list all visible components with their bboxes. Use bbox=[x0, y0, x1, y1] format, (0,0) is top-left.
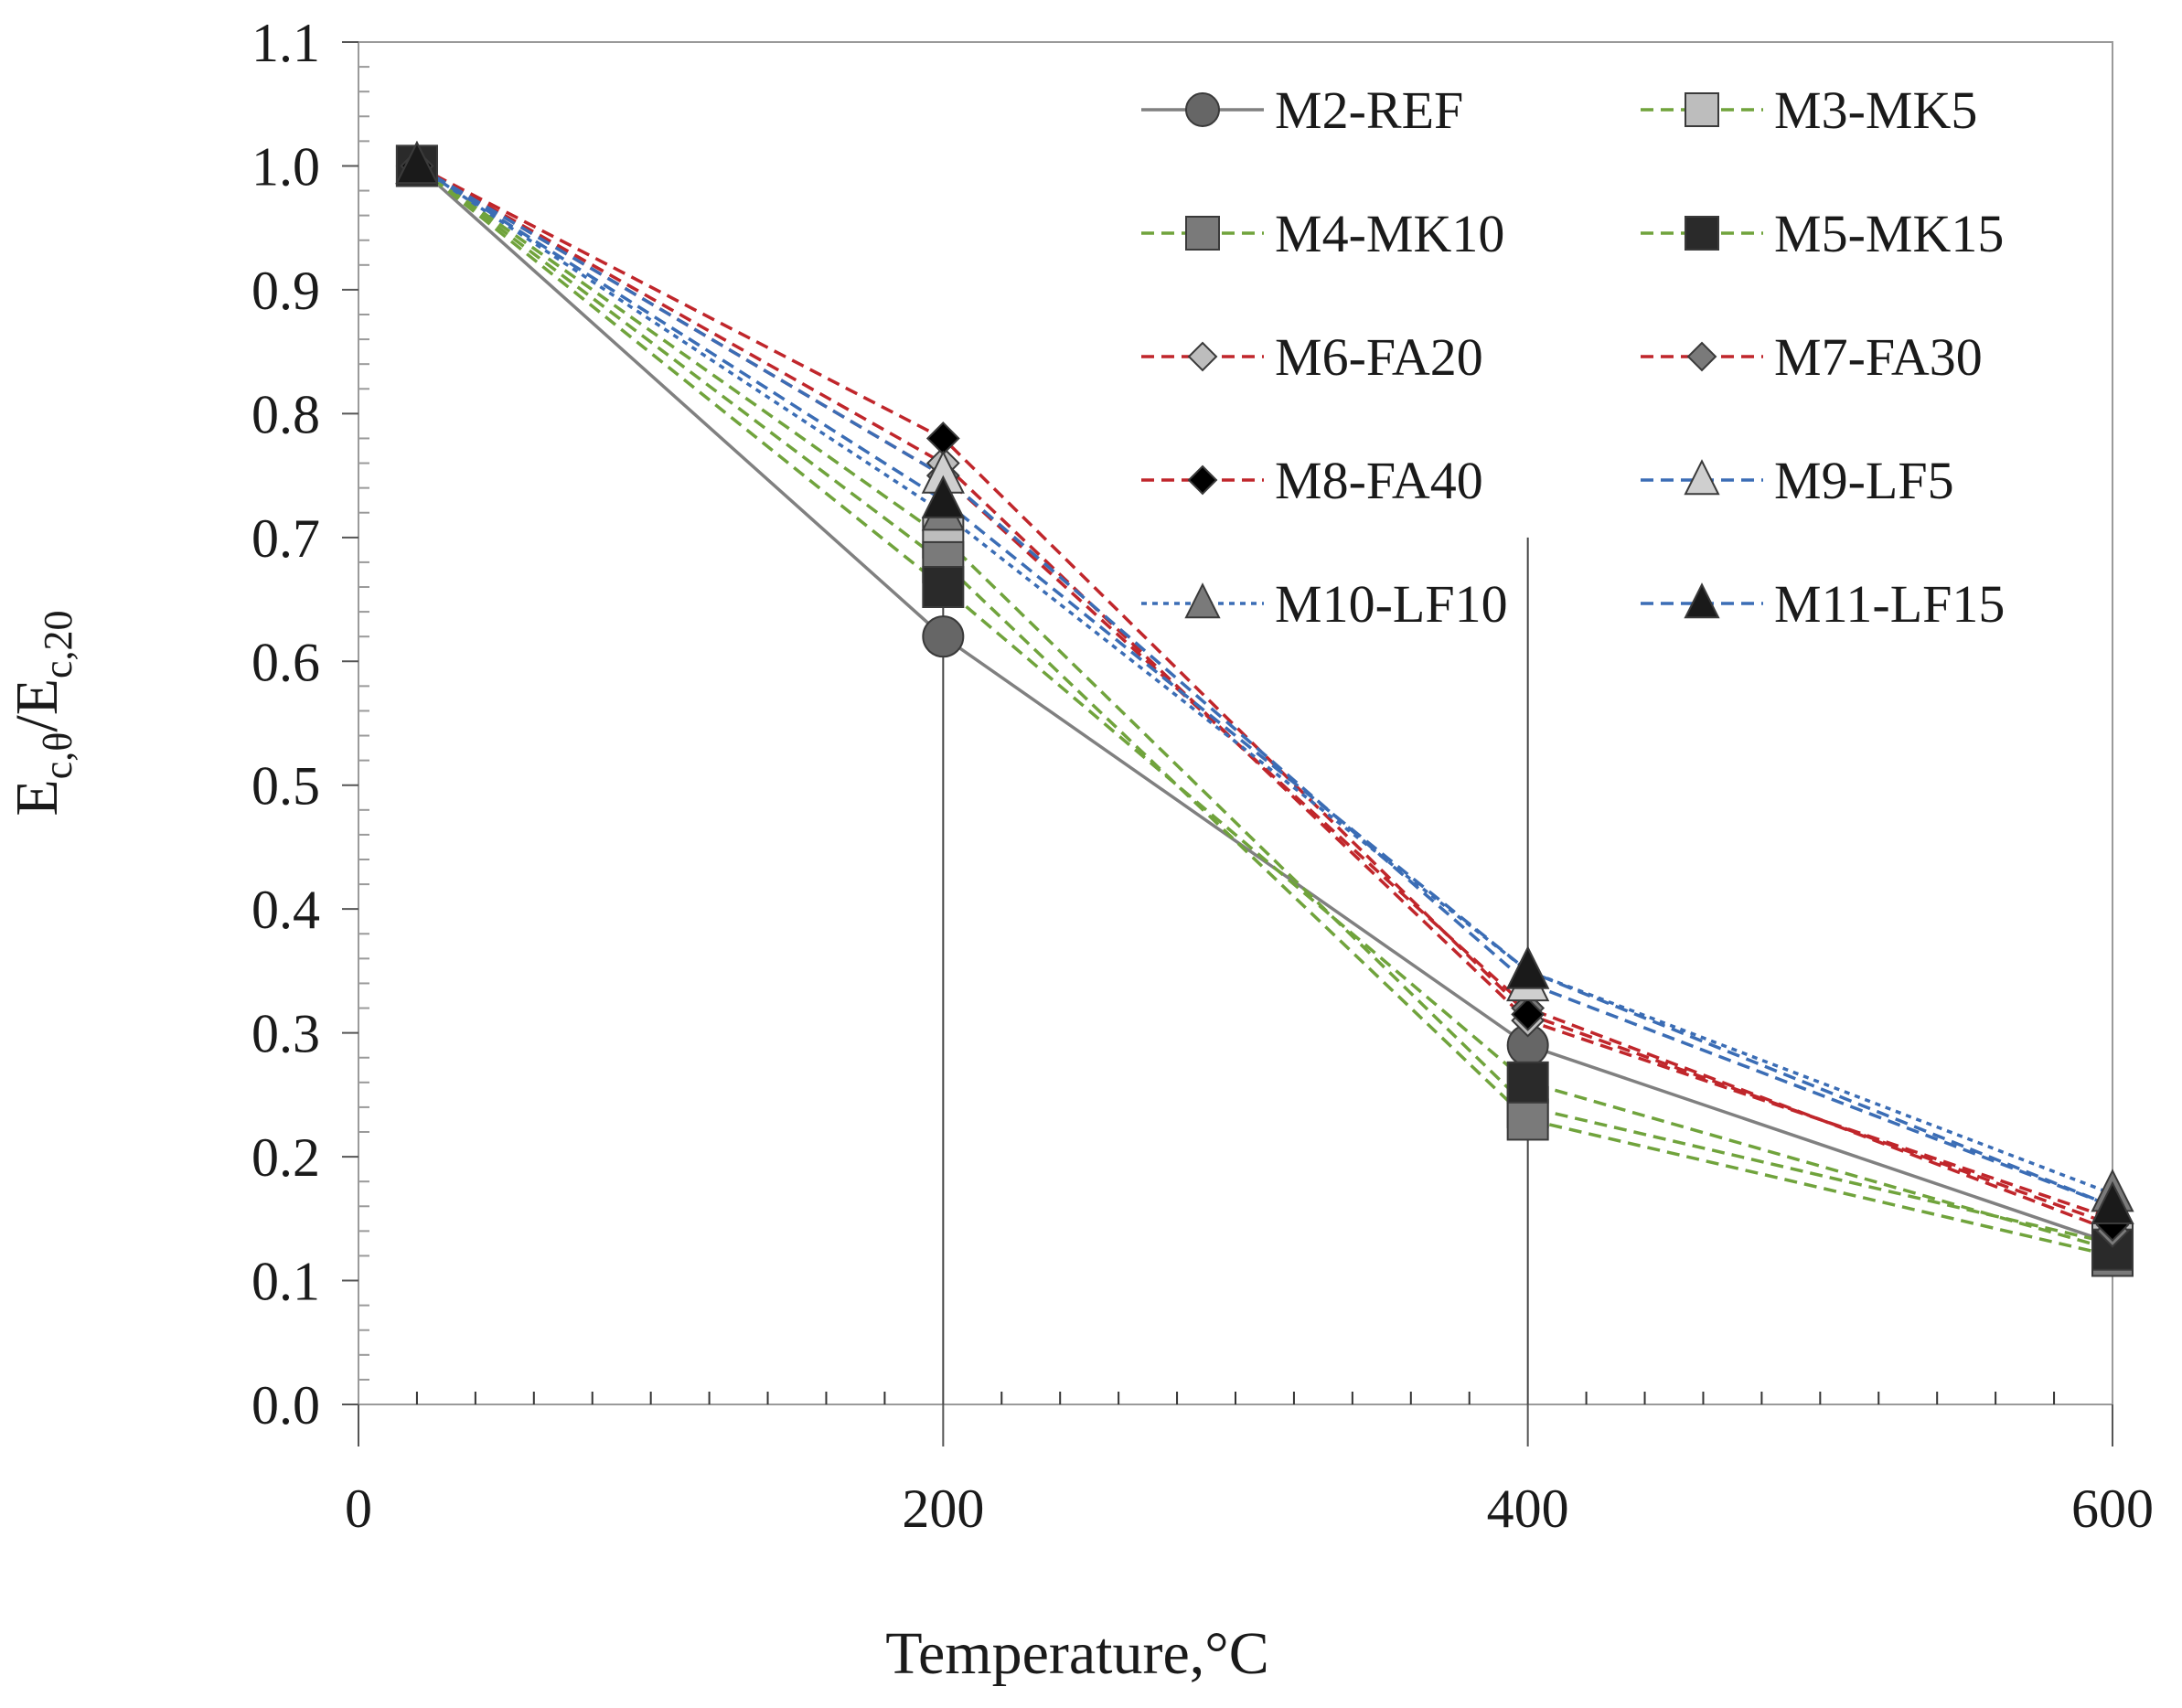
y-tick-label: 1.0 bbox=[251, 136, 320, 197]
y-tick-label: 0.4 bbox=[251, 880, 320, 940]
data-point bbox=[395, 140, 439, 185]
data-point bbox=[1506, 945, 1550, 989]
legend-marker bbox=[1187, 341, 1218, 372]
legend-label: M6-FA20 bbox=[1275, 327, 1483, 387]
series-line bbox=[415, 165, 2113, 1245]
legend-label: M2-REF bbox=[1275, 80, 1463, 140]
series-line bbox=[415, 165, 2113, 1258]
y-tick-label: 0.6 bbox=[251, 632, 320, 692]
series-line bbox=[415, 165, 2113, 1245]
data-point bbox=[2091, 1180, 2134, 1224]
x-tick-label: 200 bbox=[902, 1478, 984, 1539]
data-point bbox=[922, 615, 965, 658]
series-m4-mk10 bbox=[415, 165, 2113, 1258]
series-line bbox=[415, 164, 2113, 1196]
chart-legend: M2-REF M3-MK5 M4-MK10 M5-MK15 M6-FA20 M7-FA30… bbox=[1141, 80, 2005, 634]
legend-item: M11-LF15 bbox=[1641, 574, 2005, 634]
y-tick-label: 0.9 bbox=[251, 261, 320, 321]
legend-marker bbox=[1185, 92, 1220, 127]
legend-marker bbox=[1685, 216, 1719, 251]
y-tick-label: 1.1 bbox=[251, 13, 320, 73]
data-point bbox=[922, 566, 965, 608]
series-markers-m11-lf15 bbox=[395, 140, 2134, 1224]
legend-label: M3-MK5 bbox=[1774, 80, 1977, 140]
y-axis-title: Ec,θ/Ec,20 bbox=[4, 610, 80, 816]
legend-marker bbox=[1184, 582, 1221, 619]
series-m9-lf5 bbox=[416, 164, 2113, 1208]
legend-label: M7-FA30 bbox=[1774, 327, 1983, 387]
series-m3-mk5 bbox=[415, 165, 2113, 1245]
y-axis-title-sep: /E bbox=[4, 678, 70, 732]
data-point bbox=[1506, 1098, 1549, 1141]
legend-item: M8-FA40 bbox=[1141, 451, 1483, 510]
series-line bbox=[415, 165, 2113, 1252]
x-tick-label: 600 bbox=[2071, 1478, 2154, 1539]
legend-label: M4-MK10 bbox=[1275, 204, 1504, 263]
series-line bbox=[416, 164, 2113, 1208]
y-tick-label: 0.3 bbox=[251, 1004, 320, 1064]
legend-item: M10-LF10 bbox=[1141, 574, 1508, 634]
chart-series bbox=[395, 140, 2134, 1277]
legend-item: M9-LF5 bbox=[1641, 451, 1954, 510]
legend-label: M9-LF5 bbox=[1774, 451, 1954, 510]
legend-label: M5-MK15 bbox=[1774, 204, 2004, 263]
legend-marker bbox=[1684, 459, 1720, 496]
legend-marker bbox=[1187, 464, 1218, 496]
legend-marker bbox=[1185, 216, 1220, 251]
legend-label: M8-FA40 bbox=[1275, 451, 1483, 510]
legend-label: M10-LF10 bbox=[1275, 574, 1508, 634]
legend-item: M7-FA30 bbox=[1641, 327, 1983, 387]
legend-marker bbox=[1686, 341, 1717, 372]
series-line bbox=[415, 164, 2113, 1208]
legend-marker bbox=[1685, 92, 1719, 127]
y-tick-label: 0.0 bbox=[251, 1375, 320, 1436]
y-tick-label: 0.7 bbox=[251, 508, 320, 569]
y-axis-title-sub2: c,20 bbox=[36, 610, 80, 678]
y-axis-title-sub1: c,θ bbox=[36, 732, 80, 780]
x-axis-title: Temperature,°C bbox=[885, 1620, 1268, 1687]
series-m2-ref bbox=[415, 165, 2113, 1245]
y-tick-label: 0.1 bbox=[251, 1252, 320, 1312]
y-axis-title-main: E bbox=[4, 779, 70, 816]
y-tick-label: 0.2 bbox=[251, 1127, 320, 1188]
legend-item: M6-FA20 bbox=[1141, 327, 1483, 387]
legend-item: M3-MK5 bbox=[1641, 80, 1977, 140]
data-point bbox=[1511, 997, 1546, 1031]
series-m5-mk15 bbox=[415, 165, 2113, 1252]
x-tick-label: 400 bbox=[1487, 1478, 1569, 1539]
series-m11-lf15 bbox=[415, 164, 2113, 1208]
y-tick-label: 0.5 bbox=[251, 756, 320, 817]
legend-item: M4-MK10 bbox=[1141, 204, 1504, 263]
legend-label: M11-LF15 bbox=[1774, 574, 2005, 634]
data-point bbox=[1506, 1061, 1549, 1104]
legend-marker bbox=[1684, 582, 1720, 619]
x-tick-label: 0 bbox=[345, 1478, 372, 1539]
y-tick-label: 0.8 bbox=[251, 384, 320, 444]
legend-item: M5-MK15 bbox=[1641, 204, 2004, 263]
data-point bbox=[921, 475, 965, 518]
series-m10-lf10 bbox=[415, 164, 2113, 1196]
legend-item: M2-REF bbox=[1141, 80, 1463, 140]
